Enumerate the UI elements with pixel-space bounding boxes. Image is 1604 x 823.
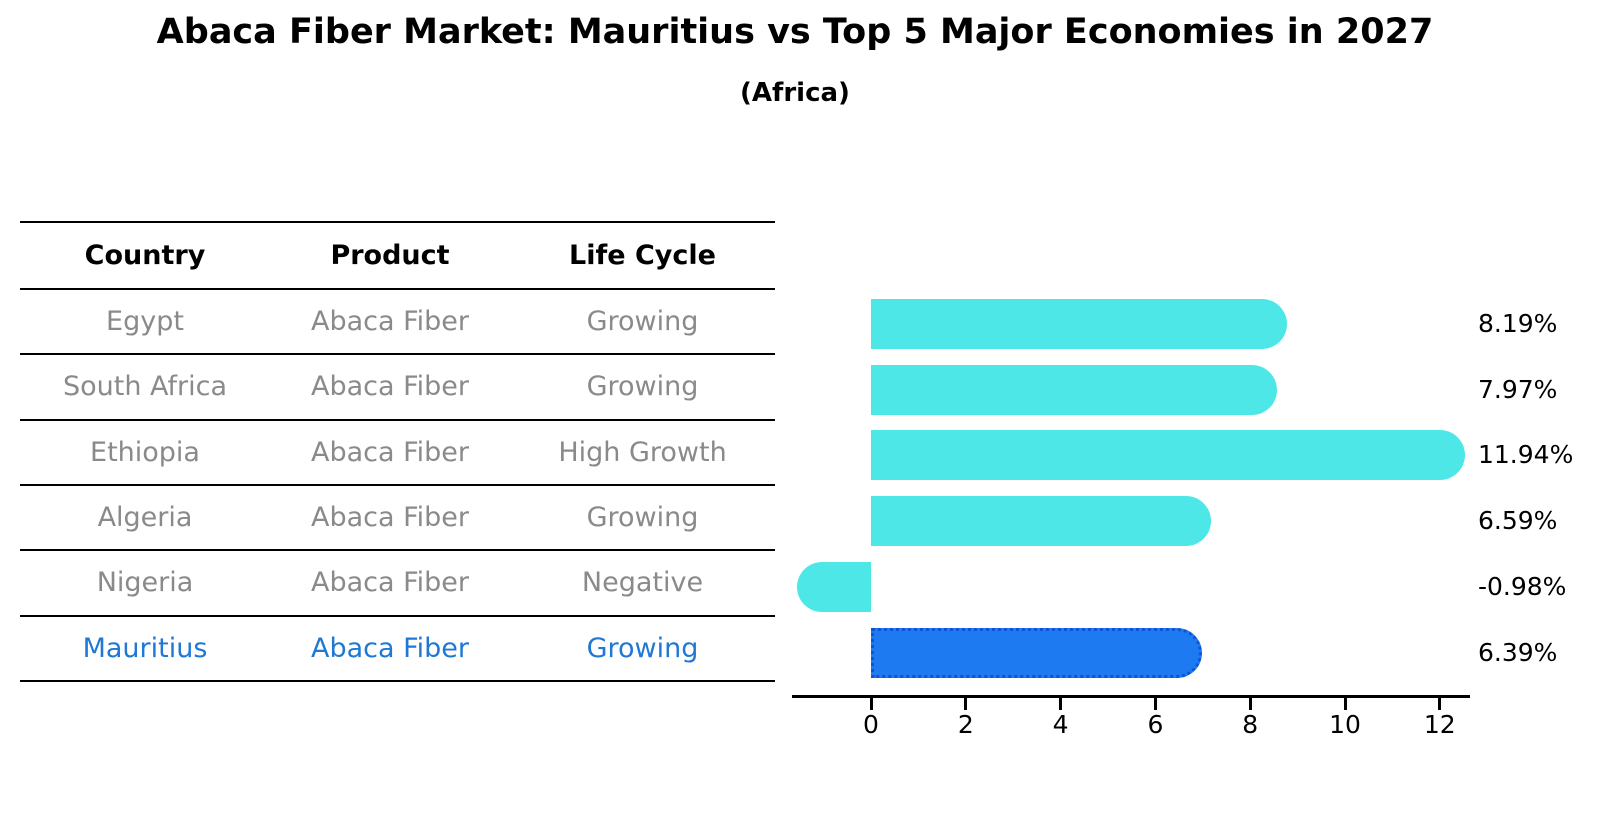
x-tick-label-6: 6 (1147, 710, 1164, 739)
cell-product: Abaca Fiber (310, 371, 470, 403)
x-tick-12 (1438, 698, 1442, 710)
x-tick-label-10: 10 (1329, 710, 1361, 739)
cell-country: Algeria (97, 502, 193, 534)
x-tick-label-4: 4 (1052, 710, 1069, 739)
header-product: Product (330, 240, 450, 271)
cell-country: Ethiopia (90, 436, 200, 468)
bar-mauritius (871, 627, 1202, 678)
value-label-algeria: 6.59% (1478, 506, 1558, 536)
cell-life-cycle: Growing (586, 306, 699, 338)
value-label-mauritius: 6.39% (1478, 637, 1558, 667)
header-life-cycle: Life Cycle (569, 240, 716, 271)
cell-life-cycle: Growing (586, 502, 699, 534)
x-tick-4 (1059, 698, 1063, 710)
cell-product: Abaca Fiber (310, 436, 470, 468)
x-tick-label-8: 8 (1242, 710, 1259, 739)
bar-ethiopia (871, 430, 1465, 481)
cell-product: Abaca Fiber (310, 632, 470, 664)
table-row-mauritius: Mauritius Abaca Fiber Growing (20, 617, 775, 682)
cell-product: Abaca Fiber (310, 306, 470, 338)
header-country: Country (84, 240, 206, 271)
cell-life-cycle: High Growth (558, 436, 727, 468)
value-label-nigeria: -0.98% (1478, 571, 1567, 601)
table-row-egypt: Egypt Abaca Fiber Growing (20, 290, 775, 356)
cell-life-cycle: Growing (586, 371, 699, 403)
x-axis-line (792, 695, 1470, 698)
bar-nigeria (796, 561, 871, 612)
bar-south-africa (871, 364, 1277, 415)
country-table: Country Product Life Cycle Egypt Abaca F… (20, 221, 775, 682)
table-row-south-africa: South Africa Abaca Fiber Growing (20, 355, 775, 421)
table-row-ethiopia: Ethiopia Abaca Fiber High Growth (20, 421, 775, 486)
chart-subtitle: (Africa) (740, 78, 850, 108)
table-header-row: Country Product Life Cycle (20, 223, 775, 290)
bar-algeria (871, 496, 1212, 547)
x-tick-6 (1153, 698, 1157, 710)
value-label-egypt: 8.19% (1478, 309, 1558, 338)
x-tick-label-0: 0 (863, 710, 879, 739)
cell-product: Abaca Fiber (310, 567, 470, 599)
x-tick-label-2: 2 (957, 710, 974, 739)
table-row-nigeria: Nigeria Abaca Fiber Negative (20, 551, 775, 617)
x-tick-0 (869, 698, 873, 710)
cell-country: Nigeria (96, 567, 194, 599)
value-label-south-africa: 7.97% (1478, 374, 1558, 404)
x-tick-2 (964, 698, 968, 710)
cell-country: South Africa (62, 371, 228, 403)
x-tick-8 (1248, 698, 1252, 710)
cell-country: Mauritius (82, 632, 208, 664)
cell-product: Abaca Fiber (310, 502, 470, 534)
value-label-ethiopia: 11.94% (1478, 440, 1574, 470)
table-row-algeria: Algeria Abaca Fiber Growing (20, 486, 775, 552)
x-tick-label-12: 12 (1423, 710, 1456, 739)
chart-title: Abaca Fiber Market: Mauritius vs Top 5 M… (156, 12, 1434, 52)
cell-life-cycle: Growing (586, 632, 699, 664)
bar-egypt (871, 299, 1288, 349)
x-tick-10 (1343, 698, 1347, 710)
cell-country: Egypt (106, 306, 184, 338)
cell-life-cycle: Negative (581, 567, 704, 599)
